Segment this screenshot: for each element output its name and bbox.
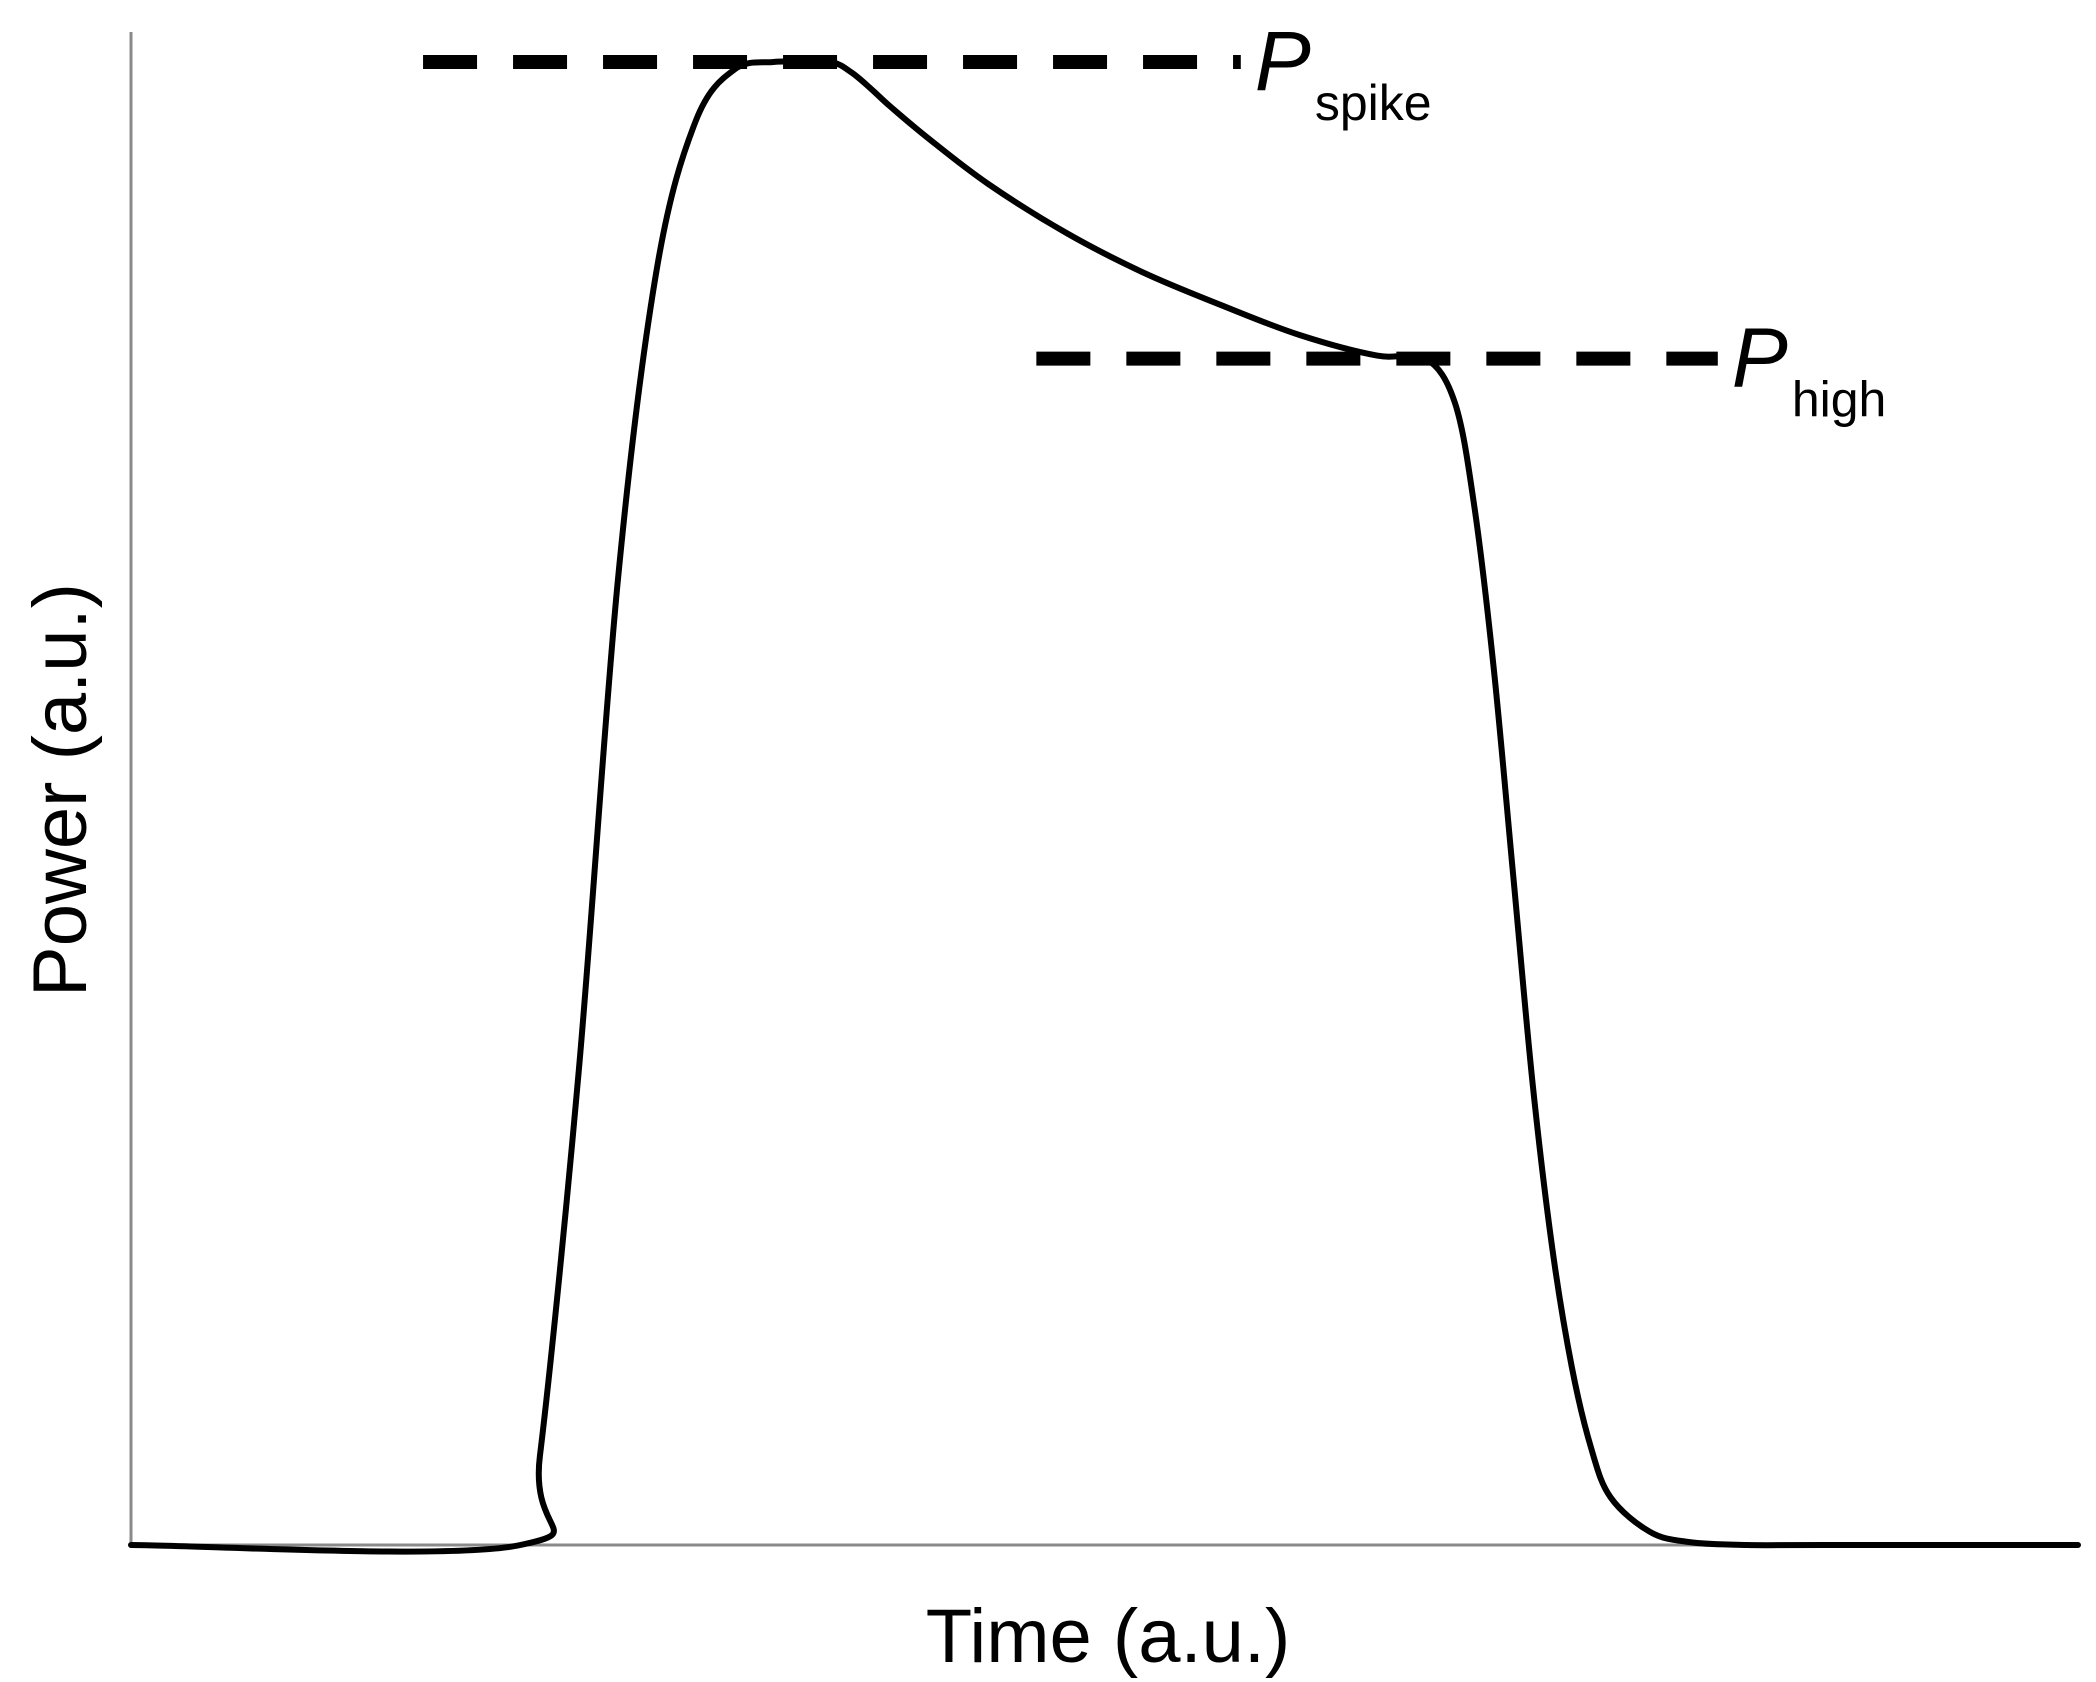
reference-label-main: P xyxy=(1255,14,1311,108)
reference-label-spike: Pspike xyxy=(1255,14,1432,131)
reference-label-main: P xyxy=(1732,311,1788,405)
pulse-power-line xyxy=(128,58,2081,1555)
reference-label-subscript: spike xyxy=(1315,75,1432,131)
reference-lines xyxy=(423,55,1718,366)
reference-label-high: Phigh xyxy=(1732,311,1887,428)
x-axis-title: Time (a.u.) xyxy=(926,1594,1291,1679)
series-layer xyxy=(128,58,2081,1555)
y-axis-title: Power (a.u.) xyxy=(18,583,103,997)
reference-label-subscript: high xyxy=(1792,372,1887,428)
